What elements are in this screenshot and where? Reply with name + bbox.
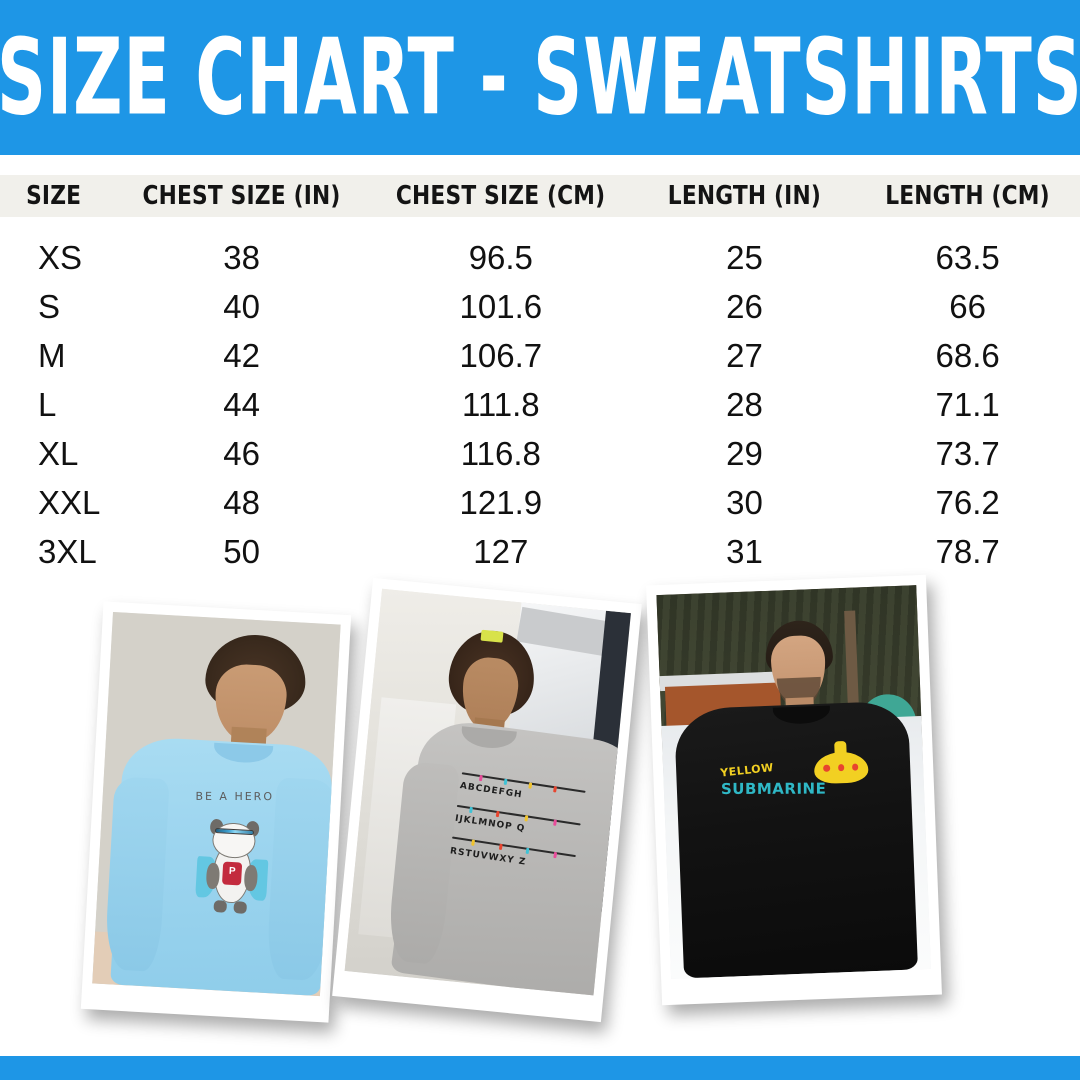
bulb-icon: [525, 847, 530, 855]
product-photo-black-sweatshirt: YELLOW SUBMARINE: [646, 574, 942, 1006]
cell-chest-in: 38: [223, 238, 260, 276]
cell-size: 3XL: [38, 532, 97, 570]
cell-chest-cm: 127: [473, 532, 529, 570]
cell-length-in: 29: [726, 434, 763, 472]
table-row: 3XL 50 127 31 78.7: [0, 527, 1080, 576]
photo-collage: BE A HERO P: [0, 560, 1080, 1060]
product-photo-grey-sweatshirt: ABCDEFGH IJKLMNOP Q: [332, 577, 642, 1023]
table-body: XS 38 96.5 25 63.5 S 40 101.6 26 66 M 42…: [0, 217, 1080, 576]
cell-length-cm: 73.7: [935, 434, 1000, 472]
cell-size: M: [38, 336, 66, 374]
cell-chest-in: 48: [223, 483, 260, 521]
cell-size: S: [38, 287, 61, 325]
cell-length-in: 31: [726, 532, 763, 570]
table-row: S 40 101.6 26 66: [0, 282, 1080, 331]
print-text-bottom: SUBMARINE: [721, 779, 827, 798]
bulb-icon: [468, 806, 473, 813]
bulb-icon: [524, 814, 529, 821]
column-header-length-in: LENGTH (IN): [633, 175, 856, 217]
cell-chest-in: 50: [223, 532, 260, 570]
panda-leg-left: [213, 899, 228, 913]
garment-print: YELLOW SUBMARINE: [719, 740, 874, 839]
column-header-chest-cm: CHEST SIZE (CM): [367, 175, 634, 217]
garment-print: BE A HERO P: [165, 787, 300, 920]
cell-length-cm: 76.2: [935, 483, 1000, 521]
garment-body: [673, 700, 918, 979]
cell-chest-cm: 106.7: [459, 336, 543, 374]
cell-length-cm: 66: [949, 287, 987, 325]
table-row: XS 38 96.5 25 63.5: [0, 233, 1080, 282]
print-line-text: ABCDEFGH: [459, 781, 524, 801]
cell-size: XS: [38, 238, 83, 276]
bulb-icon: [478, 774, 483, 781]
cell-chest-in: 46: [223, 434, 260, 472]
print-text-top: YELLOW: [719, 760, 775, 780]
cell-length-in: 28: [726, 385, 763, 423]
cell-size: XXL: [38, 483, 101, 521]
table-header: SIZE CHEST SIZE (IN) CHEST SIZE (CM) LEN…: [0, 175, 1080, 217]
cell-length-cm: 68.6: [935, 336, 1000, 374]
submarine-tower: [834, 740, 848, 756]
cell-chest-in: 40: [223, 287, 260, 325]
cell-chest-cm: 121.9: [459, 483, 543, 521]
footer-bar: [0, 1056, 1080, 1080]
table-row: XXL 48 121.9 30 76.2: [0, 478, 1080, 527]
submarine-porthole: [851, 763, 859, 771]
cell-size: XL: [38, 434, 79, 472]
photo-frame: BE A HERO P: [92, 611, 341, 997]
bulb-icon: [552, 818, 557, 826]
header-banner: SIZE CHART - SWEATSHIRTS: [0, 0, 1080, 155]
header-body-spacer: [0, 217, 1080, 233]
model-hair-clip: [480, 629, 504, 643]
cell-length-in: 30: [726, 483, 763, 521]
bulb-icon: [498, 843, 503, 851]
column-header-size: SIZE: [0, 175, 116, 217]
cell-length-cm: 71.1: [935, 385, 1000, 423]
table-row: M 42 106.7 27 68.6: [0, 331, 1080, 380]
panda-chest-logo: P: [222, 861, 243, 886]
panda-leg-right: [233, 901, 247, 915]
cell-length-in: 27: [726, 336, 763, 374]
cell-chest-cm: 101.6: [459, 287, 543, 325]
column-header-length-cm: LENGTH (CM): [855, 175, 1080, 217]
cell-length-cm: 78.7: [935, 532, 1000, 570]
page-title: SIZE CHART - SWEATSHIRTS: [0, 16, 1080, 139]
cell-length-cm: 63.5: [935, 238, 1000, 276]
cell-chest-cm: 116.8: [460, 434, 541, 472]
submarine-porthole: [837, 764, 845, 772]
submarine-porthole: [823, 764, 831, 772]
bulb-icon: [552, 785, 557, 792]
column-header-chest-in: CHEST SIZE (IN): [115, 175, 368, 217]
bulb-icon: [552, 852, 557, 859]
product-photo-blue-sweatshirt: BE A HERO P: [80, 601, 352, 1023]
alphabet-christmas-lights-icon: ABCDEFGH IJKLMNOP Q: [448, 767, 587, 884]
photo-frame: YELLOW SUBMARINE: [656, 585, 931, 979]
print-line-text: RSTUVWXY Z: [449, 846, 527, 868]
table-header-row: SIZE CHEST SIZE (IN) CHEST SIZE (CM) LEN…: [0, 175, 1080, 217]
cell-size: L: [38, 385, 57, 423]
bulb-icon: [471, 839, 475, 847]
cell-length-in: 26: [726, 287, 763, 325]
superhero-panda-icon: P: [195, 819, 269, 915]
cell-chest-in: 42: [223, 336, 260, 374]
panda-sunglasses-icon: [214, 828, 254, 836]
cell-length-in: 25: [726, 238, 763, 276]
bulb-icon: [503, 777, 508, 785]
cell-chest-cm: 96.5: [468, 238, 533, 276]
bulb-icon: [527, 781, 532, 789]
table-row: XL 46 116.8 29 73.7: [0, 429, 1080, 478]
print-slogan-text: BE A HERO: [195, 790, 275, 804]
cell-chest-in: 44: [223, 385, 260, 423]
bulb-icon: [495, 810, 500, 817]
print-line-text: IJKLMNOP Q: [454, 813, 526, 835]
table-row: L 44 111.8 28 71.1: [0, 380, 1080, 429]
size-chart-table: SIZE CHEST SIZE (IN) CHEST SIZE (CM) LEN…: [0, 175, 1080, 576]
cell-chest-cm: 111.8: [461, 385, 540, 423]
photo-frame: ABCDEFGH IJKLMNOP Q: [344, 588, 631, 996]
